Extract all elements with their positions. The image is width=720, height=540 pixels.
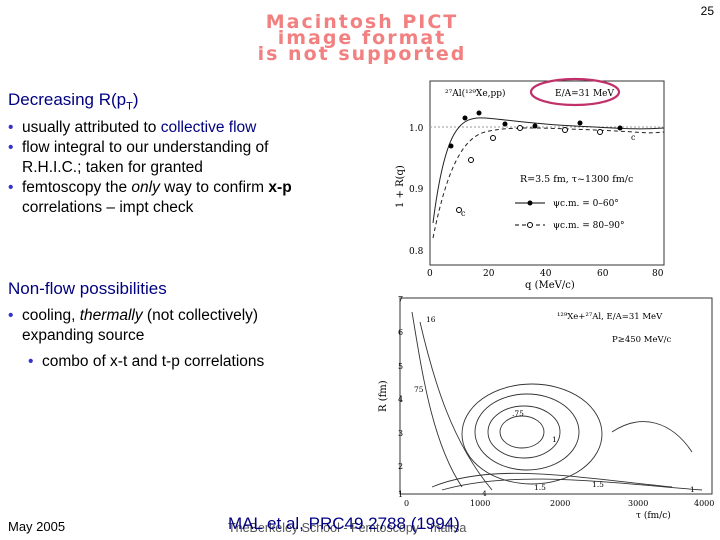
figure2-xtick: 0 xyxy=(404,499,409,508)
figure1-panel-letter: c xyxy=(461,209,466,218)
footer-school: TheBerkeley School - Femtoscopy - malisa xyxy=(228,521,467,535)
contour-label: 1.5 xyxy=(534,483,546,492)
figure1-xtick-3: 40 xyxy=(540,269,552,279)
figure2-contour-labels: 16 75 .75 1 4 1.5 1.5 1 xyxy=(414,315,695,498)
figure1-xtick-1: 0 xyxy=(427,269,433,279)
section2-subbullets: combo of x-t and t-p correlations xyxy=(28,352,318,372)
figure1-ylabel: 1 + R(q) xyxy=(395,165,406,208)
section2-bullets: cooling, thermally (not collectively) ex… xyxy=(8,306,313,346)
bullet-collective-flow: usually attributed to collective flow xyxy=(8,118,318,138)
figure1-curve-solid xyxy=(432,117,665,224)
figure2-momentum-label: P≥450 MeV/c xyxy=(612,335,672,345)
pict-placeholder: Macintosh PICT image format is not suppo… xyxy=(148,11,576,65)
contour-label: 4 xyxy=(482,489,487,498)
open-point xyxy=(562,127,568,133)
contour-line xyxy=(487,405,561,459)
figure2-reaction-label: ¹²⁹Xe+²⁷Al, E/A=31 MeV xyxy=(557,312,663,322)
figure1-open-points xyxy=(456,125,603,213)
contour-label: 1 xyxy=(690,485,695,494)
figure1-ytick-3: 0.8 xyxy=(409,247,424,257)
figure1-energy-label: E/A=31 MeV xyxy=(555,89,614,99)
contour-line xyxy=(461,383,603,485)
bullet-cooling: cooling, thermally (not collectively) ex… xyxy=(8,306,313,346)
filled-point xyxy=(502,121,508,127)
contour-label: 1 xyxy=(552,435,557,444)
open-point xyxy=(517,125,523,131)
section1-bullets: usually attributed to collective flow fl… xyxy=(8,118,318,218)
figure2-ylabel: R (fm) xyxy=(378,380,389,412)
contour-label: 75 xyxy=(414,385,424,394)
legend-psi-1: ψc.m. = 0–60° xyxy=(553,199,619,209)
figure1-panel-letter: c xyxy=(631,133,636,142)
filled-point xyxy=(462,115,468,121)
figure2-xtick: 3000 xyxy=(628,499,648,508)
subbullet-combo: combo of x-t and t-p correlations xyxy=(28,352,318,372)
figure1-ytick-2: 0.9 xyxy=(409,185,424,195)
section1-heading: Decreasing R(pT) xyxy=(8,90,139,113)
figure2-ytick: 4 xyxy=(398,395,403,404)
figure2-ytick: 6 xyxy=(398,328,403,337)
figure-contour-plot: R (fm) 7 6 5 4 3 2 1 0 1000 2000 3000 40… xyxy=(378,295,714,520)
figure-correlation-function: ²⁷Al(¹²⁹Xe,pp) E/A=31 MeV 1 + R(q) 1.0 0… xyxy=(395,77,665,290)
figure2-ytick: 7 xyxy=(398,295,403,304)
footer-citation: MAL et al, PRC49 2788 (1994) xyxy=(228,514,460,533)
filled-point xyxy=(532,123,538,129)
figure1-xtick-2: 20 xyxy=(483,269,495,279)
legend-marker-open xyxy=(527,222,533,228)
contour-line xyxy=(441,478,703,491)
filled-point xyxy=(617,125,623,131)
page-number: 25 xyxy=(700,4,714,18)
figure2-ytick: 2 xyxy=(398,462,403,471)
bullet-femtoscopy: femtoscopy the only way to confirm x-p c… xyxy=(8,178,318,218)
figure1-curve-dashed xyxy=(432,127,665,239)
contour-label: 16 xyxy=(426,315,436,324)
pict-line-3: is not supported xyxy=(257,43,467,65)
contour-line xyxy=(474,393,580,471)
energy-highlight-ellipse xyxy=(529,77,621,107)
contour-line xyxy=(499,415,545,449)
pict-line-2: image format xyxy=(277,27,447,49)
figure2-ytick: 5 xyxy=(398,362,403,371)
figure2-xtick: 1000 xyxy=(470,499,490,508)
figure1-xtick-4: 60 xyxy=(597,269,609,279)
figure1-xlabel: q (MeV/c) xyxy=(525,280,575,290)
contour-line xyxy=(431,472,673,488)
figure2-ytick: 1 xyxy=(398,490,403,499)
figure2-xtick: 4000 xyxy=(694,499,714,508)
contour-line xyxy=(419,321,493,491)
figure2-xtick: 2000 xyxy=(550,499,570,508)
contour-line xyxy=(411,311,463,488)
contour-label: .75 xyxy=(512,409,524,418)
open-point xyxy=(490,135,496,141)
figure1-filled-points xyxy=(448,110,623,149)
contour-line xyxy=(611,421,693,453)
figure2-ytick: 3 xyxy=(398,429,403,438)
legend-marker-filled xyxy=(527,200,533,206)
figure1-radius-label: R=3.5 fm, τ~1300 fm/c xyxy=(520,174,633,185)
figure2-xticks: 0 1000 2000 3000 4000 xyxy=(404,499,714,508)
figure2-frame xyxy=(399,297,713,495)
figure1-ytick-1: 1.0 xyxy=(409,124,424,134)
contour-label: 1.5 xyxy=(592,480,604,489)
open-point xyxy=(597,129,603,135)
legend-psi-2: ψc.m. = 80–90° xyxy=(553,221,625,231)
figure1-xtick-5: 80 xyxy=(652,269,664,279)
figure1-frame xyxy=(429,80,665,266)
filled-point xyxy=(476,110,482,116)
figure2-xlabel: τ (fm/c) xyxy=(636,510,671,520)
bullet-flow-integral: flow integral to our understanding of R.… xyxy=(8,138,318,178)
figure2-yticks: 7 6 5 4 3 2 1 xyxy=(398,295,403,499)
figure1-reaction-label: ²⁷Al(¹²⁹Xe,pp) xyxy=(445,88,506,99)
open-point xyxy=(468,157,474,163)
figure2-contours xyxy=(411,311,703,491)
footer-date: May 2005 xyxy=(8,519,66,534)
filled-point xyxy=(448,143,454,149)
pict-line-1: Macintosh PICT xyxy=(265,11,459,33)
section2-heading: Non-flow possibilities xyxy=(8,279,167,298)
open-point xyxy=(456,207,462,213)
filled-point xyxy=(577,120,583,126)
